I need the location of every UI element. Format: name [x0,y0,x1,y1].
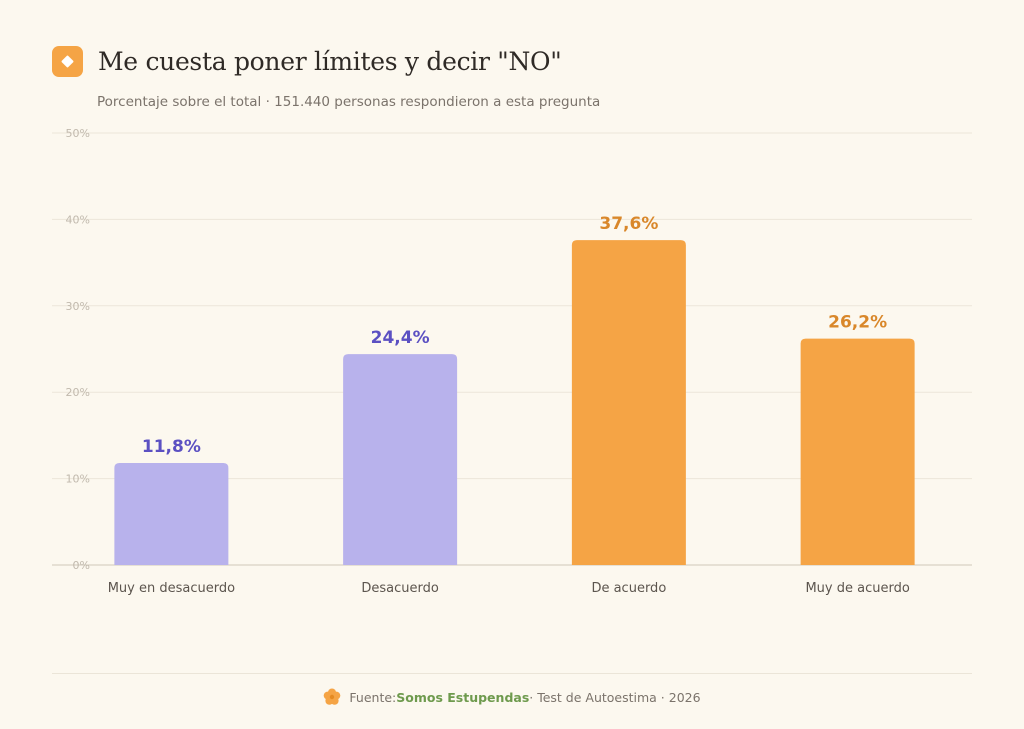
flower-icon [324,688,341,705]
data-label: 37,6% [599,214,658,234]
bar [114,463,229,565]
data-label: 26,2% [828,313,887,333]
y-tick-label: 50% [66,127,90,140]
x-tick-label: Muy en desacuerdo [108,581,235,596]
y-tick-label: 20% [66,386,90,399]
chart-title: Me cuesta poner límites y decir "NO" [98,47,562,76]
y-tick-label: 0% [73,559,90,572]
chart-header: Me cuesta poner límites y decir "NO" [52,46,562,77]
chart-subtitle: Porcentaje sobre el total · 151.440 pers… [97,94,601,110]
footer-divider [52,673,972,674]
x-tick-label: Muy de acuerdo [805,581,909,596]
y-tick-label: 40% [66,213,90,226]
x-tick-label: De acuerdo [591,581,666,596]
data-label: 11,8% [142,437,201,457]
footer-brand: Somos Estupendas [396,689,530,705]
y-tick-label: 30% [66,300,90,313]
footer: Fuente: Somos Estupendas · Test de Autoe… [0,688,1024,706]
y-tick-label: 10% [66,473,90,486]
header-badge [52,46,83,77]
footer-prefix: Fuente: [349,689,397,705]
bar [571,240,686,566]
data-label: 24,4% [371,328,430,348]
bar [800,338,915,565]
footer-suffix: · Test de Autoestima · 2026 [529,689,701,705]
x-tick-label: Desacuerdo [361,581,439,596]
bar [343,354,458,565]
